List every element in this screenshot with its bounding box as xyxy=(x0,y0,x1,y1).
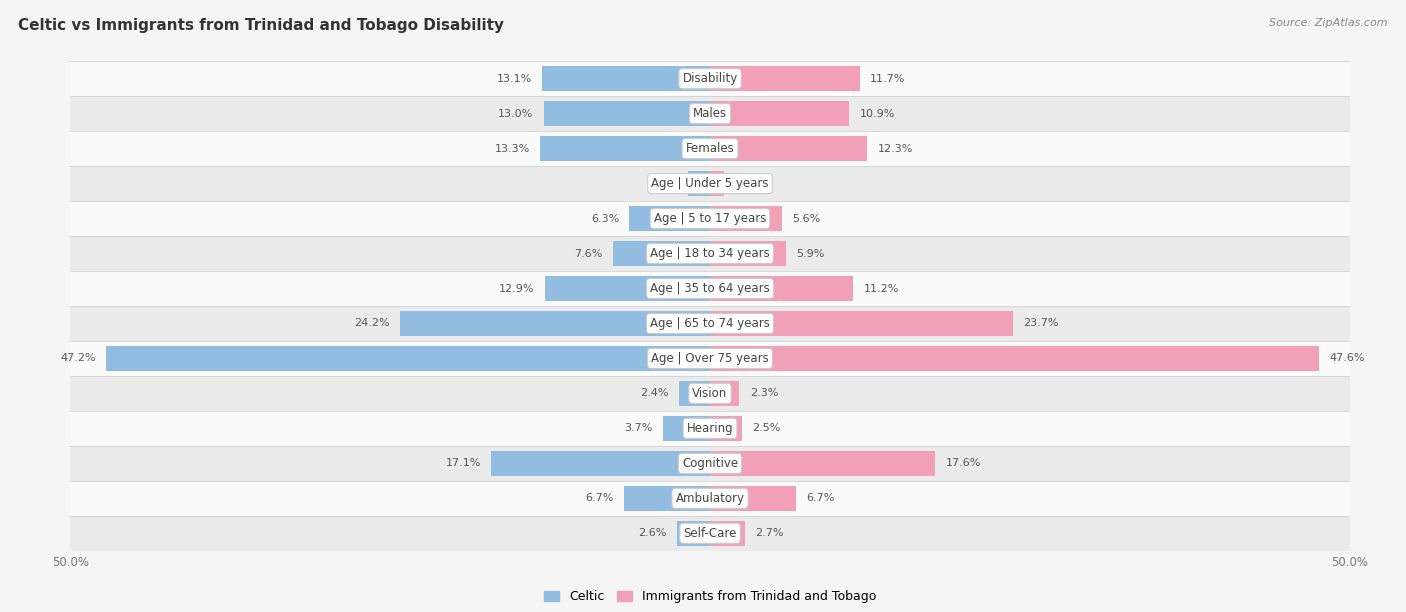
Bar xyxy=(540,136,710,161)
Bar xyxy=(546,276,710,301)
Text: Source: ZipAtlas.com: Source: ZipAtlas.com xyxy=(1270,18,1388,28)
Bar xyxy=(70,306,1350,341)
Text: 7.6%: 7.6% xyxy=(574,248,603,258)
Text: 1.1%: 1.1% xyxy=(734,179,762,188)
Text: Self-Care: Self-Care xyxy=(683,527,737,540)
Text: Disability: Disability xyxy=(682,72,738,85)
Bar xyxy=(70,236,1350,271)
Text: 17.1%: 17.1% xyxy=(446,458,481,468)
Text: 47.2%: 47.2% xyxy=(60,354,96,364)
Bar xyxy=(710,136,868,161)
Bar xyxy=(624,486,710,511)
Text: 23.7%: 23.7% xyxy=(1024,318,1059,329)
Bar xyxy=(544,101,710,126)
Text: 5.9%: 5.9% xyxy=(796,248,824,258)
Text: 12.9%: 12.9% xyxy=(499,283,534,294)
Bar xyxy=(105,346,710,371)
Bar xyxy=(543,66,710,91)
Bar xyxy=(710,451,935,476)
Bar xyxy=(70,446,1350,481)
Text: 47.6%: 47.6% xyxy=(1329,354,1365,364)
Text: 2.6%: 2.6% xyxy=(638,528,666,539)
Bar xyxy=(662,416,710,441)
Bar xyxy=(630,206,710,231)
Text: Hearing: Hearing xyxy=(686,422,734,435)
Text: 2.3%: 2.3% xyxy=(749,389,778,398)
Text: Celtic vs Immigrants from Trinidad and Tobago Disability: Celtic vs Immigrants from Trinidad and T… xyxy=(18,18,505,34)
Text: Age | 18 to 34 years: Age | 18 to 34 years xyxy=(650,247,770,260)
Legend: Celtic, Immigrants from Trinidad and Tobago: Celtic, Immigrants from Trinidad and Tob… xyxy=(538,585,882,608)
Text: 13.1%: 13.1% xyxy=(496,73,533,84)
Text: 13.3%: 13.3% xyxy=(495,144,530,154)
Text: 17.6%: 17.6% xyxy=(945,458,981,468)
Bar xyxy=(491,451,710,476)
Bar xyxy=(710,486,796,511)
Bar xyxy=(70,376,1350,411)
Text: 24.2%: 24.2% xyxy=(354,318,389,329)
Bar xyxy=(613,241,710,266)
Text: 11.7%: 11.7% xyxy=(870,73,905,84)
Bar xyxy=(689,171,710,196)
Text: Age | Under 5 years: Age | Under 5 years xyxy=(651,177,769,190)
Bar xyxy=(70,411,1350,446)
Text: 10.9%: 10.9% xyxy=(859,109,896,119)
Bar xyxy=(70,271,1350,306)
Text: 6.3%: 6.3% xyxy=(591,214,619,223)
Bar xyxy=(710,311,1014,336)
Text: 3.7%: 3.7% xyxy=(624,424,652,433)
Text: 5.6%: 5.6% xyxy=(792,214,820,223)
Text: 12.3%: 12.3% xyxy=(877,144,912,154)
Bar xyxy=(70,61,1350,96)
Text: 1.7%: 1.7% xyxy=(650,179,678,188)
Text: 2.4%: 2.4% xyxy=(641,389,669,398)
Bar xyxy=(710,276,853,301)
Text: Age | 65 to 74 years: Age | 65 to 74 years xyxy=(650,317,770,330)
Text: 2.7%: 2.7% xyxy=(755,528,783,539)
Text: 11.2%: 11.2% xyxy=(863,283,898,294)
Bar xyxy=(401,311,710,336)
Bar xyxy=(676,521,710,546)
Bar xyxy=(710,66,859,91)
Bar xyxy=(70,516,1350,551)
Bar xyxy=(70,481,1350,516)
Bar xyxy=(70,96,1350,131)
Bar xyxy=(70,201,1350,236)
Bar xyxy=(710,206,782,231)
Bar xyxy=(710,101,849,126)
Bar xyxy=(710,171,724,196)
Text: Males: Males xyxy=(693,107,727,120)
Bar xyxy=(70,131,1350,166)
Text: Age | 35 to 64 years: Age | 35 to 64 years xyxy=(650,282,770,295)
Text: Vision: Vision xyxy=(692,387,728,400)
Bar xyxy=(710,381,740,406)
Text: Cognitive: Cognitive xyxy=(682,457,738,470)
Text: 6.7%: 6.7% xyxy=(586,493,614,503)
Text: 2.5%: 2.5% xyxy=(752,424,780,433)
Bar xyxy=(710,241,786,266)
Bar xyxy=(710,346,1319,371)
Text: Age | 5 to 17 years: Age | 5 to 17 years xyxy=(654,212,766,225)
Text: 6.7%: 6.7% xyxy=(806,493,834,503)
Bar xyxy=(710,416,742,441)
Bar xyxy=(70,341,1350,376)
Text: Age | Over 75 years: Age | Over 75 years xyxy=(651,352,769,365)
Bar xyxy=(70,166,1350,201)
Bar xyxy=(710,521,745,546)
Bar xyxy=(679,381,710,406)
Text: 13.0%: 13.0% xyxy=(498,109,533,119)
Text: Females: Females xyxy=(686,142,734,155)
Text: Ambulatory: Ambulatory xyxy=(675,492,745,505)
